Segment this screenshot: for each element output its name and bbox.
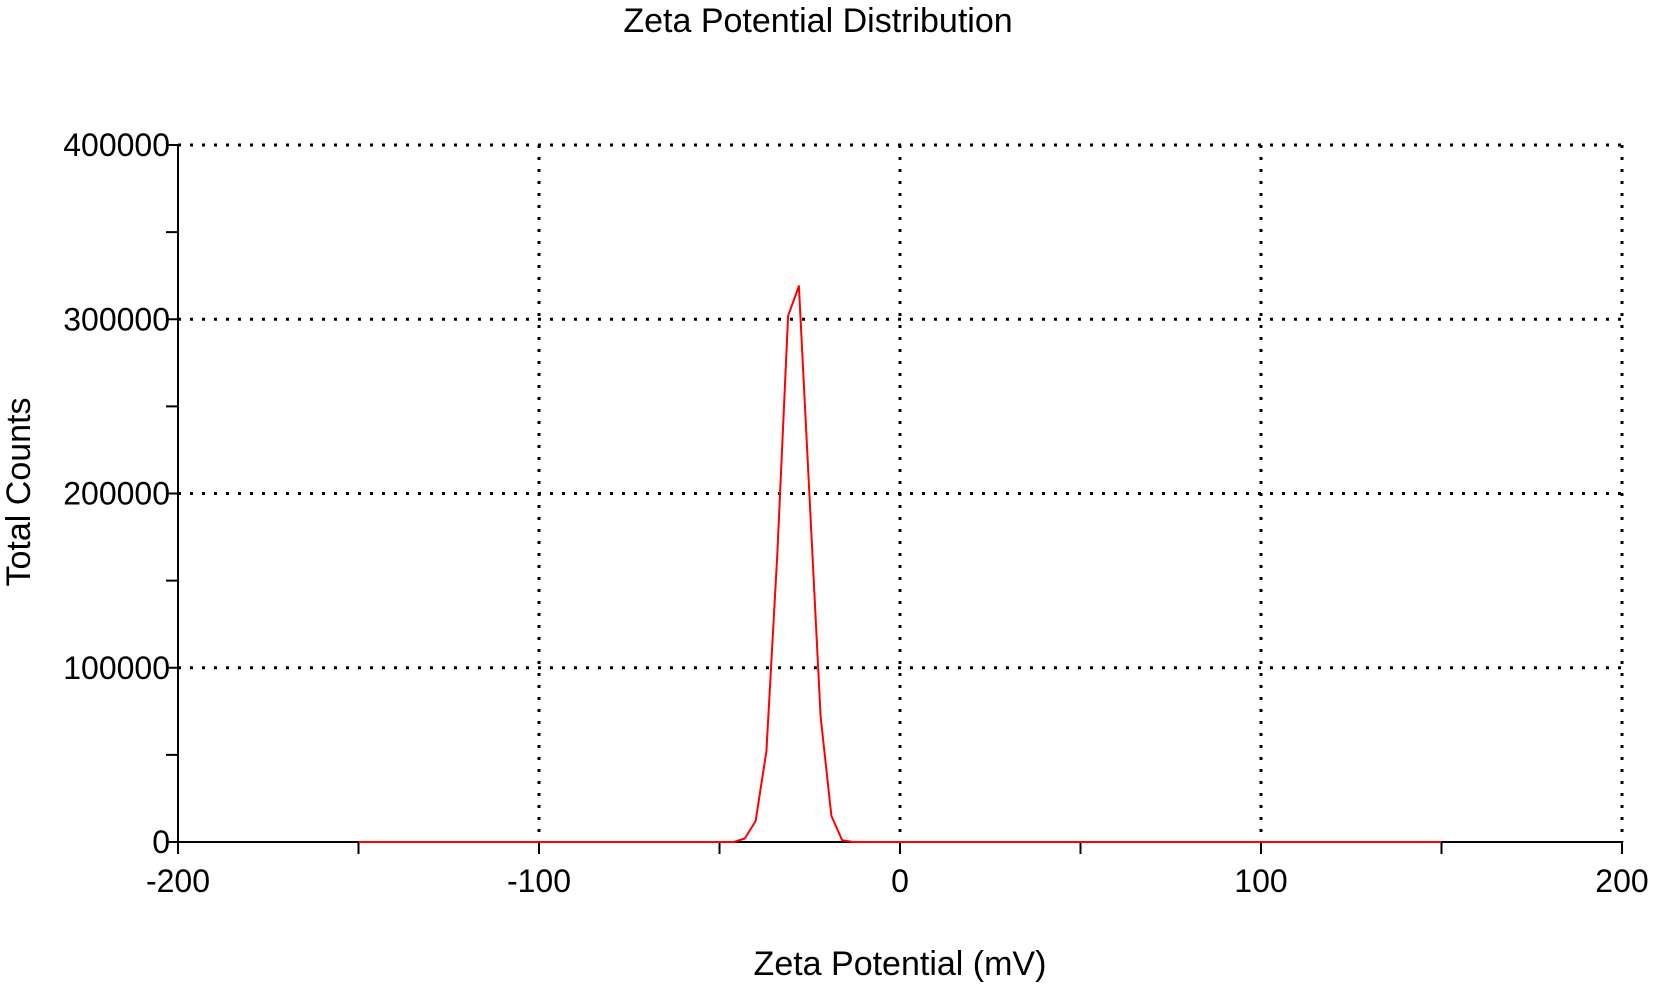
x-tick-label: 200	[1595, 863, 1648, 899]
y-tick-label: 100000	[63, 650, 170, 686]
x-axis-label: Zeta Potential (mV)	[754, 945, 1047, 983]
series-layer	[358, 285, 1442, 843]
distribution-line	[358, 285, 1442, 843]
x-tick-label: -100	[507, 863, 571, 899]
tick-label-layer: -200 -100 0 100 200 0 100000 200000 300000 400000	[63, 127, 1648, 899]
y-tick-label: 0	[152, 824, 170, 860]
chart-title: Zeta Potential Distribution	[623, 2, 1012, 40]
x-tick-label: 0	[891, 863, 909, 899]
y-tick-label: 300000	[63, 301, 170, 337]
y-tick-label: 400000	[63, 127, 170, 163]
x-tick-label: 100	[1234, 863, 1287, 899]
grid-layer	[178, 143, 1624, 842]
y-axis-label: Total Counts	[0, 398, 38, 587]
y-tick-label: 200000	[63, 476, 170, 512]
x-tick-label: -200	[146, 863, 210, 899]
